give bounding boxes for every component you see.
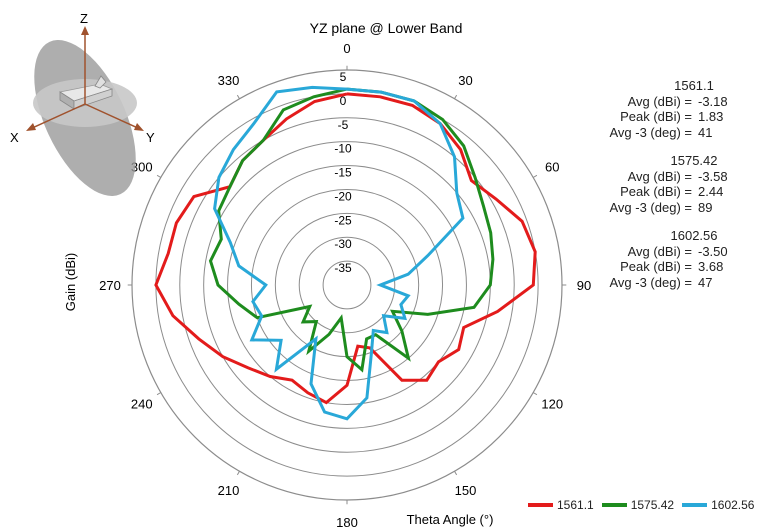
angle-tick-label: 270 [99,278,121,293]
angle-tick-label: 210 [218,483,240,498]
angle-tick-mark [454,94,458,100]
angle-tick-mark [454,470,458,476]
stats-block-1602: 1602.56 Avg (dBi) = -3.50 Peak (dBi) = 3.6… [596,228,746,290]
angle-tick-mark [236,470,240,476]
angle-tick-mark [532,392,538,396]
stats-avg-label: Avg (dBi) = [627,243,692,259]
grid-ring [227,165,467,405]
stats-bw-value: 89 [698,199,713,215]
legend-swatch [682,503,708,507]
chart-title: YZ plane @ Lower Band [310,20,463,36]
stats-avg-value: -3.50 [698,243,728,259]
radial-tick-label: -35 [334,261,352,275]
angle-tick-label: 240 [131,397,153,412]
x-axis-letter: X [10,130,19,145]
series-line-1575.42 [208,87,495,373]
radial-tick-label: -15 [334,166,352,180]
y-axis-label: Gain (dBi) [63,253,78,312]
stats-peak-value: 1.83 [698,109,724,124]
stats-frequency: 1561.1 [674,78,714,93]
radial-tick-label: 5 [340,70,347,84]
angle-tick-mark [236,94,240,100]
stats-block-1575: 1575.42 Avg (dBi) = -3.58 Peak (dBi) = 2.4… [596,153,746,215]
stats-peak-label: Peak (dBi) = [620,259,692,274]
legend-label: 1575.42 [630,498,675,512]
radial-tick-label: -25 [334,213,352,227]
legend-swatch [528,503,553,507]
stats-bw-value: 41 [698,124,713,140]
grid-ring [274,212,420,358]
stats-bw-label: Avg -3 (deg) = [609,124,692,140]
stats-peak-label: Peak (dBi) = [620,109,692,124]
legend-swatch [601,503,627,507]
stats-panel: 1561.1 Avg (dBi) = -3.18 Peak (dBi) = 1.83… [596,78,746,303]
legend-label: 1602.56 [711,498,755,512]
stats-avg-value: -3.58 [698,168,728,184]
grid-ring [179,117,515,453]
label-layer: 0 30 60 90 120 150 180 210 240 270 300 330 5 0 -5 -10 -1… [99,41,591,530]
angle-tick-label: 300 [131,160,153,175]
stats-peak-value: 3.68 [698,259,724,274]
radial-tick-label: -10 [334,142,352,156]
angle-tick-mark [532,174,538,178]
stats-avg-value: -3.18 [698,93,728,109]
stats-frequency: 1575.42 [670,153,718,168]
radial-tick-label: -20 [334,189,352,203]
angle-tick-label: 150 [455,483,477,498]
legend-item-1575: 1575.42 [601,498,675,512]
y-axis-letter: Y [146,130,155,145]
stats-bw-label: Avg -3 (deg) = [609,199,692,215]
antenna-orientation-icon: Z X Y [10,11,155,196]
angle-tick-mark [156,174,162,178]
legend: 1561.1 1575.42 1602.56 [528,498,762,512]
angle-tick-label: 60 [545,160,559,175]
stats-bw-label: Avg -3 (deg) = [609,274,692,290]
angle-tick-label: 30 [458,73,472,88]
stats-block-1561: 1561.1 Avg (dBi) = -3.18 Peak (dBi) = 1.83… [596,78,746,140]
stats-bw-value: 47 [698,274,713,290]
series-layer [154,85,537,421]
angle-tick-label: 120 [541,397,563,412]
grid-ring [298,236,396,334]
legend-item-1561: 1561.1 [528,498,594,512]
angle-tick-label: 330 [218,73,240,88]
legend-label: 1561.1 [557,498,594,512]
grid-ring [131,69,563,501]
angle-tick-label: 90 [577,278,591,293]
radial-tick-label: 0 [340,94,347,108]
stats-peak-value: 2.44 [698,184,724,199]
stats-peak-label: Peak (dBi) = [620,184,692,199]
x-axis-label: Theta Angle (°) [407,512,494,527]
series-line-1561.1 [154,92,537,405]
angle-tick-label: 0 [343,41,350,56]
legend-item-1602: 1602.56 [682,498,754,512]
z-axis-letter: Z [80,11,88,26]
radial-tick-label: -30 [334,237,352,251]
stats-avg-label: Avg (dBi) = [627,93,692,109]
radial-tick-label: -5 [338,118,349,132]
stats-frequency: 1602.56 [670,228,718,243]
stats-avg-label: Avg (dBi) = [627,168,692,184]
angle-tick-label: 180 [336,515,358,530]
grid-ring [322,260,372,310]
angle-tick-mark [156,392,162,396]
series-line-1602.56 [213,85,465,421]
